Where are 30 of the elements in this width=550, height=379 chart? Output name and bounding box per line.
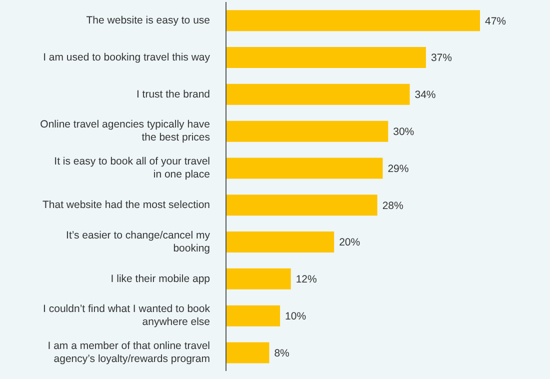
bar [226,194,378,216]
data-label: 28% [382,200,404,212]
bar [226,342,270,364]
y-tick-label: Online travel agencies typically have the best prices [40,118,210,144]
bar [226,120,388,142]
data-label: 30% [393,126,414,138]
bar [226,47,426,68]
bar [226,10,480,32]
data-label: 20% [339,236,360,249]
bar [226,305,280,326]
data-label: 8% [274,347,290,360]
data-label: 37% [430,52,452,64]
bar [226,232,334,253]
bar [226,268,291,290]
data-label: 29% [388,162,409,175]
y-tick-label: That website had the most selection [42,198,210,211]
y-tick-label: It is easy to book all of your travel in one place [54,156,210,181]
data-label: 34% [414,89,436,102]
y-tick-label: I am used to booking travel this way [43,51,211,64]
y-tick-label: I am a member of that online travel agency’s loyalty/rewards program [48,340,210,366]
data-label: 10% [285,310,306,323]
y-tick-label: The website is easy to use [86,14,210,26]
data-label: 47% [485,15,506,28]
bar [226,84,410,105]
y-tick-label: It’s easier to change/cancel my booking [66,229,211,254]
data-label: 12% [296,274,317,286]
y-tick-label: I like their mobile app [110,272,210,285]
y-tick-label: I trust the brand [136,88,210,100]
y-tick-label: I couldn’t find what I wanted to book anywhere else [43,303,211,328]
bar [226,158,383,179]
